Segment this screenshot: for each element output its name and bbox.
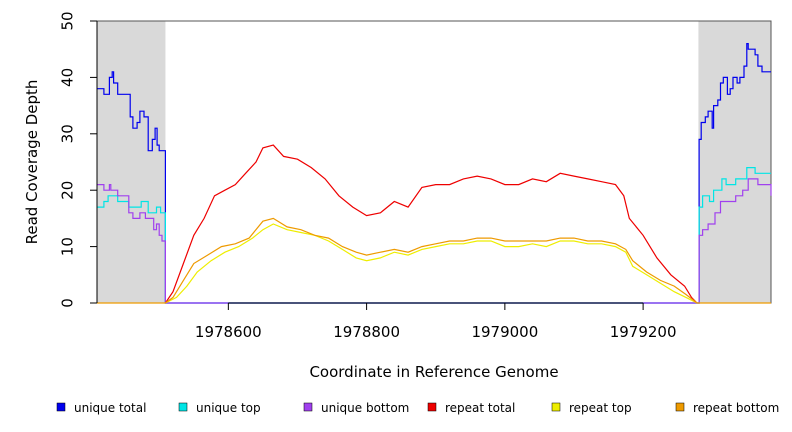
x-axis-label: Coordinate in Reference Genome (309, 363, 558, 381)
series-line-repeat-total (164, 144, 698, 304)
y-tick-label-4: 30 (59, 124, 77, 143)
series-lines (97, 43, 772, 304)
legend-label-unique-bottom: unique bottom (321, 401, 409, 415)
legend-swatch-unique-top (178, 402, 188, 412)
y-axis-label: Read Coverage Depth (23, 80, 41, 245)
shaded-region-1 (97, 21, 166, 303)
legend-label-repeat-bottom: repeat bottom (693, 401, 779, 415)
legend-swatch-unique-total (56, 402, 66, 412)
series-line-repeat-top (165, 223, 698, 304)
y-tick-label-3: 20 (59, 181, 77, 200)
legend-label-repeat-total: repeat total (445, 401, 515, 415)
legend-swatch-unique-bottom (303, 402, 313, 412)
x-tick-label-3: 1979000 (471, 323, 538, 341)
legend-swatch-repeat-top (551, 402, 561, 412)
series-line-unique-top (97, 167, 771, 304)
axes: 1978600 1978800 1979000 1979200 0 10 20 30 40 50 (59, 11, 677, 341)
series-line-unique-bottom (97, 178, 772, 304)
x-tick-label-1: 1978600 (195, 323, 262, 341)
legend: unique total unique top unique bottom repea… (56, 401, 779, 415)
legend-label-unique-top: unique top (196, 401, 261, 415)
series-line-repeat-bottom (97, 217, 771, 304)
x-tick-label-2: 1978800 (333, 323, 400, 341)
series-line-unique-total (97, 43, 771, 304)
y-tick-label-6: 50 (59, 11, 77, 30)
legend-label-unique-total: unique total (74, 401, 146, 415)
legend-swatch-repeat-bottom (675, 402, 685, 412)
legend-label-repeat-top: repeat top (569, 401, 632, 415)
y-tick-label-5: 40 (59, 68, 77, 87)
y-tick-label-1: 0 (59, 298, 77, 308)
x-tick-label-4: 1979200 (610, 323, 677, 341)
shaded-region-2 (698, 21, 771, 303)
legend-swatch-repeat-total (427, 402, 437, 412)
y-tick-label-2: 10 (59, 237, 77, 256)
shaded-regions (97, 21, 771, 303)
